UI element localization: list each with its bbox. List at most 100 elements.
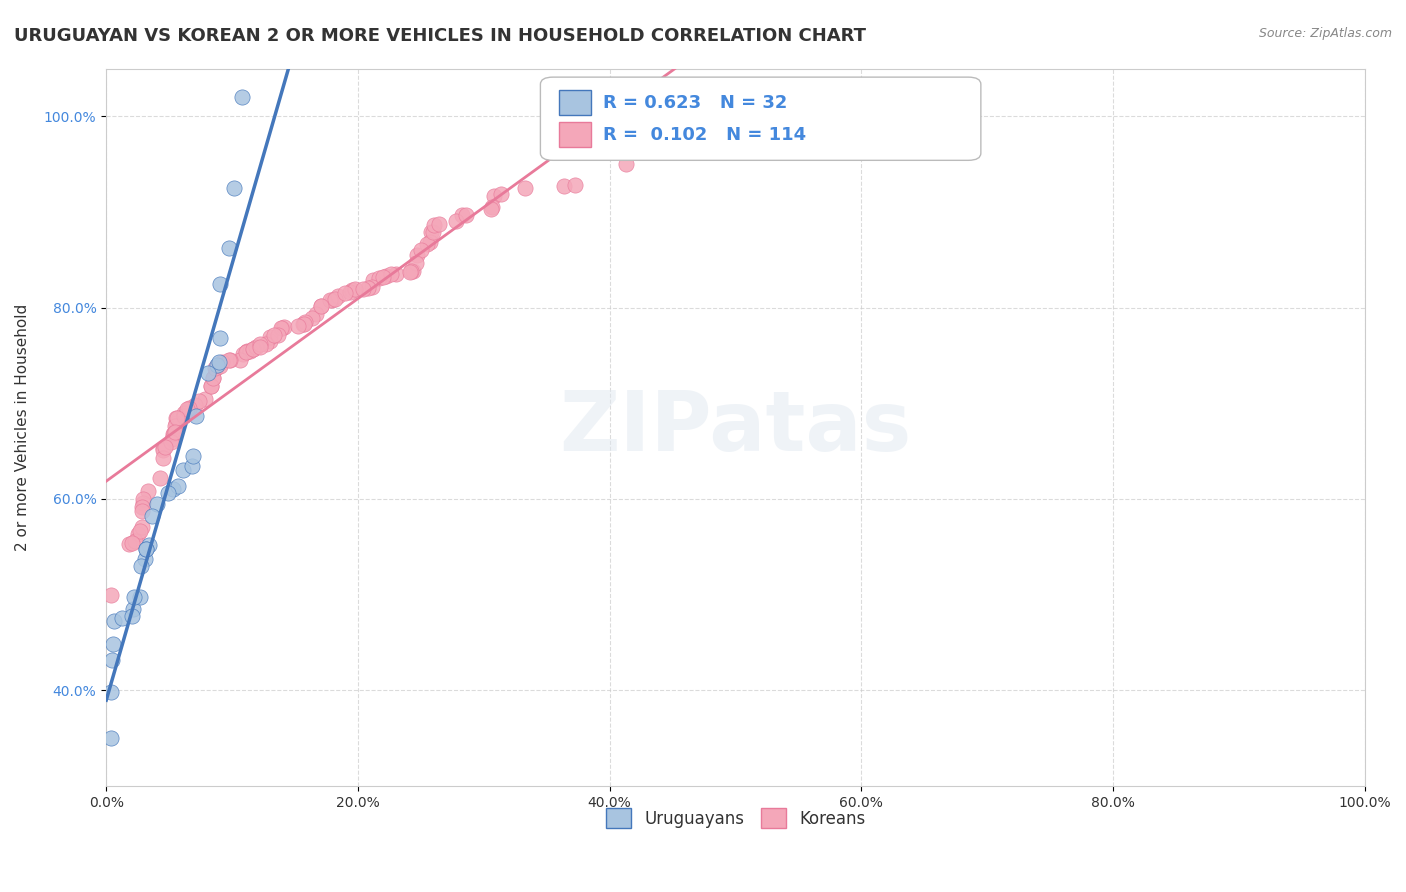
Point — [263, 328, 285, 343]
Point — [111, 611, 134, 625]
Point — [235, 344, 257, 359]
Point — [205, 358, 228, 372]
Point — [479, 202, 502, 216]
Point — [135, 542, 157, 557]
Point — [218, 241, 240, 255]
Text: URUGUAYAN VS KOREAN 2 OR MORE VEHICLES IN HOUSEHOLD CORRELATION CHART: URUGUAYAN VS KOREAN 2 OR MORE VEHICLES I… — [14, 27, 866, 45]
Point — [231, 90, 253, 104]
Point — [309, 299, 332, 313]
Point — [209, 359, 232, 373]
Point — [444, 213, 467, 227]
FancyBboxPatch shape — [540, 77, 981, 161]
Y-axis label: 2 or more Vehicles in Household: 2 or more Vehicles in Household — [15, 303, 30, 550]
Point — [176, 402, 198, 417]
Point — [121, 609, 143, 624]
Point — [321, 293, 343, 307]
Point — [184, 409, 207, 423]
Point — [162, 426, 184, 441]
Point — [259, 334, 281, 348]
Point — [162, 425, 184, 440]
Point — [287, 318, 309, 333]
Point — [270, 320, 292, 334]
Point — [166, 410, 188, 425]
Point — [138, 538, 160, 552]
Point — [659, 143, 682, 157]
Point — [129, 558, 152, 573]
Point — [181, 458, 204, 473]
Legend: Uruguayans, Koreans: Uruguayans, Koreans — [599, 801, 872, 835]
Point — [100, 652, 122, 666]
Point — [242, 342, 264, 356]
Point — [399, 264, 422, 278]
Point — [184, 398, 207, 412]
Point — [380, 267, 402, 281]
Point — [162, 482, 184, 496]
Point — [242, 342, 264, 356]
Point — [235, 343, 257, 358]
Point — [208, 277, 231, 291]
Point — [305, 307, 328, 321]
Point — [173, 409, 195, 423]
Point — [131, 496, 153, 510]
Point — [134, 552, 156, 566]
Point — [132, 492, 155, 507]
Point — [294, 315, 316, 329]
Point — [103, 637, 125, 651]
Point — [249, 340, 271, 354]
Point — [267, 327, 290, 342]
Point — [173, 406, 195, 420]
Point — [100, 685, 122, 699]
Point — [375, 268, 398, 283]
Point — [273, 319, 295, 334]
Point — [239, 343, 262, 358]
Point — [333, 285, 356, 300]
Point — [513, 181, 536, 195]
Point — [405, 256, 427, 270]
Point — [103, 615, 125, 629]
Point — [318, 293, 340, 307]
Point — [292, 317, 315, 331]
Point — [152, 450, 174, 465]
Point — [416, 236, 439, 251]
Point — [135, 542, 157, 557]
Point — [145, 497, 167, 511]
Bar — [560, 122, 591, 147]
Point — [136, 484, 159, 499]
Point — [124, 534, 146, 549]
Text: R = 0.623   N = 32: R = 0.623 N = 32 — [603, 94, 787, 112]
Point — [675, 138, 697, 153]
Point — [208, 331, 231, 345]
Point — [323, 292, 346, 306]
Point — [165, 416, 187, 430]
Point — [163, 425, 186, 439]
Point — [420, 225, 443, 239]
Point — [371, 269, 394, 284]
Point — [160, 435, 183, 450]
Point — [167, 479, 190, 493]
Point — [292, 317, 315, 331]
Point — [450, 208, 472, 222]
Point — [270, 321, 292, 335]
Point — [181, 449, 204, 463]
Point — [208, 355, 231, 369]
Point — [361, 273, 384, 287]
Text: ZIPatas: ZIPatas — [560, 386, 911, 467]
Point — [309, 300, 332, 314]
Point — [131, 520, 153, 534]
Point — [352, 282, 374, 296]
Point — [128, 590, 150, 604]
Point — [188, 393, 211, 408]
Point — [204, 360, 226, 375]
Point — [259, 330, 281, 344]
Point — [427, 217, 450, 231]
Text: Source: ZipAtlas.com: Source: ZipAtlas.com — [1258, 27, 1392, 40]
Point — [200, 378, 222, 392]
Point — [423, 219, 446, 233]
Point — [131, 504, 153, 518]
Point — [211, 355, 233, 369]
Point — [118, 536, 141, 550]
Point — [162, 433, 184, 447]
Point — [202, 371, 225, 385]
Point — [197, 366, 219, 380]
Point — [131, 500, 153, 514]
